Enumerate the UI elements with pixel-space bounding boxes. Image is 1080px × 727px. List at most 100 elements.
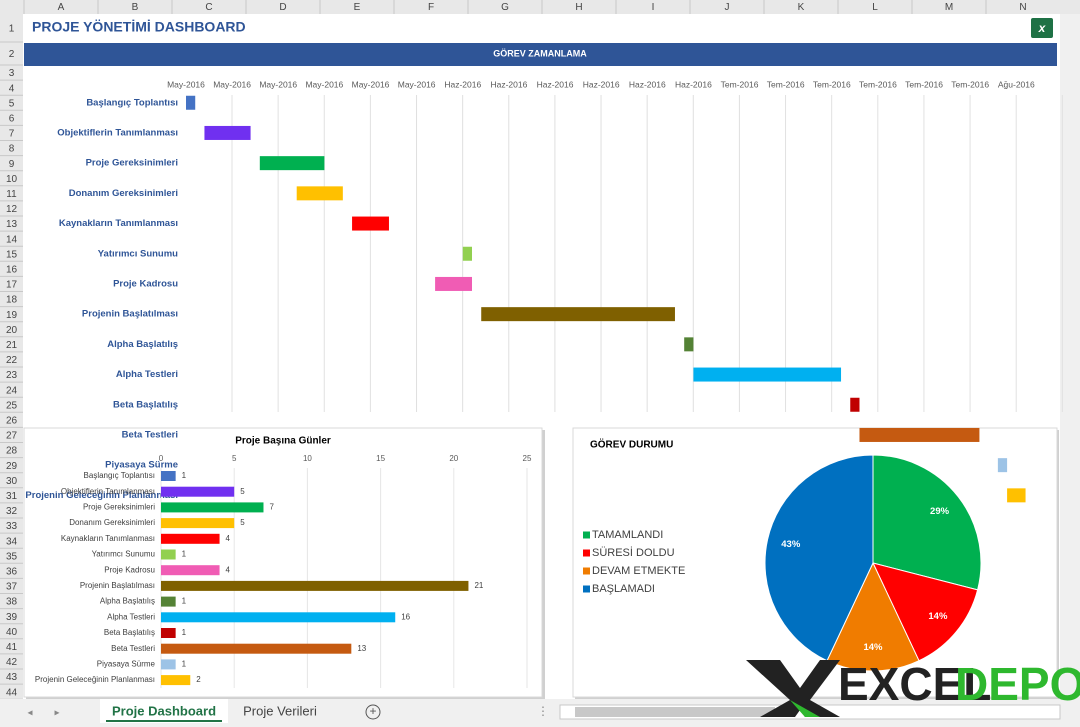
legend-swatch: [583, 567, 590, 575]
row-header[interactable]: 29: [6, 461, 18, 472]
bar: [161, 612, 396, 623]
row-header[interactable]: 10: [6, 174, 18, 185]
row-header[interactable]: 13: [6, 219, 18, 230]
row-header[interactable]: 42: [6, 657, 18, 668]
row-header[interactable]: 41: [6, 642, 18, 653]
row-header[interactable]: 18: [6, 295, 18, 306]
tab-splitter[interactable]: ⋮: [537, 704, 549, 718]
column-header[interactable]: K: [798, 2, 805, 13]
row-header[interactable]: 32: [6, 506, 18, 517]
column-header[interactable]: A: [58, 2, 65, 13]
task-label: Beta Testleri: [122, 429, 178, 440]
bar: [161, 659, 176, 670]
row-header[interactable]: 34: [6, 536, 18, 547]
column-header[interactable]: I: [652, 2, 655, 13]
row-header[interactable]: 20: [6, 325, 18, 336]
row-header[interactable]: 11: [6, 189, 17, 200]
row-header[interactable]: 21: [6, 340, 18, 351]
row-header-bar: [0, 0, 23, 699]
row-header[interactable]: 2: [9, 49, 15, 60]
x-tick-label: Haz-2016: [583, 79, 620, 89]
row-header[interactable]: 35: [6, 551, 18, 562]
value-label: 4: [226, 565, 231, 574]
value-label: 14%: [928, 611, 948, 622]
column-header[interactable]: B: [132, 2, 139, 13]
gantt-bar: [204, 125, 251, 140]
row-header[interactable]: 15: [6, 249, 18, 260]
x-tick-label: May-2016: [167, 79, 205, 89]
column-header[interactable]: C: [205, 2, 212, 13]
row-header[interactable]: 12: [6, 204, 18, 215]
scroll-thumb[interactable]: [575, 707, 775, 717]
chart-title: Proje Başına Günler: [235, 436, 331, 447]
row-header[interactable]: 30: [6, 476, 18, 487]
row-header[interactable]: 8: [9, 144, 15, 155]
row-header[interactable]: 40: [6, 627, 18, 638]
column-header[interactable]: J: [725, 2, 730, 13]
value-label: 16: [401, 612, 410, 621]
y-tick-label: Donanım Gereksinimleri: [69, 518, 155, 527]
tab-label[interactable]: Proje Verileri: [243, 703, 317, 718]
x-tick-label: 15: [376, 454, 385, 463]
bar: [161, 628, 176, 638]
row-header[interactable]: 7: [9, 129, 15, 140]
row-header[interactable]: 28: [6, 446, 18, 457]
row-header[interactable]: 1: [9, 24, 15, 35]
pie-slice: [872, 562, 979, 662]
value-label: 5: [240, 487, 245, 496]
row-header[interactable]: 26: [6, 415, 18, 426]
row-header[interactable]: 22: [6, 355, 18, 366]
row-header[interactable]: 5: [9, 98, 15, 109]
column-header[interactable]: L: [872, 2, 878, 13]
row-header[interactable]: 23: [6, 370, 18, 381]
row-header[interactable]: 14: [6, 234, 18, 245]
gantt-bar: [186, 95, 196, 110]
column-header[interactable]: F: [428, 2, 434, 13]
column-header[interactable]: H: [575, 2, 582, 13]
scroll-left[interactable]: ◂: [27, 708, 32, 719]
y-tick-label: Piyasaya Sürme: [97, 660, 156, 669]
add-sheet-button[interactable]: [365, 704, 381, 720]
row-header[interactable]: 33: [6, 521, 18, 532]
row-header[interactable]: 6: [9, 113, 15, 124]
bar: [161, 643, 352, 654]
row-header[interactable]: 37: [6, 582, 18, 593]
x-tick-label: 25: [523, 454, 532, 463]
bar: [161, 565, 220, 576]
row-header[interactable]: 31: [6, 491, 18, 502]
vertical-scrollbar[interactable]: [1060, 14, 1080, 699]
row-header[interactable]: 3: [9, 68, 15, 79]
active-tab[interactable]: [100, 699, 228, 723]
tab-label[interactable]: Proje Dashboard: [112, 703, 216, 718]
column-header[interactable]: E: [354, 2, 361, 13]
row-header[interactable]: 24: [6, 385, 18, 396]
bar: [161, 675, 191, 686]
y-tick-label: Projenin Geleceğinin Planlanması: [35, 675, 155, 684]
row-header[interactable]: 19: [6, 310, 18, 321]
brand-x: [746, 660, 840, 717]
row-header[interactable]: 39: [6, 612, 18, 623]
bar: [161, 471, 176, 481]
column-header[interactable]: N: [1019, 2, 1026, 13]
column-header[interactable]: M: [945, 2, 953, 13]
x-tick-label: Tem-2016: [905, 79, 943, 89]
x-tick-label: Tem-2016: [767, 79, 805, 89]
row-header[interactable]: 44: [6, 687, 18, 698]
x-tick-label: May-2016: [259, 79, 297, 89]
scroll-right[interactable]: ▸: [54, 708, 59, 719]
row-header[interactable]: 38: [6, 597, 18, 608]
row-header[interactable]: 36: [6, 566, 18, 577]
row-header[interactable]: 43: [6, 672, 18, 683]
row-header[interactable]: 16: [6, 264, 18, 275]
row-header[interactable]: 27: [6, 431, 18, 442]
row-header[interactable]: 9: [9, 159, 15, 170]
row-header[interactable]: 4: [9, 83, 15, 94]
row-header[interactable]: 25: [6, 400, 18, 411]
row-header[interactable]: 17: [6, 280, 18, 291]
column-header[interactable]: D: [279, 2, 286, 13]
x-tick-label: May-2016: [398, 79, 436, 89]
value-label: 1: [182, 550, 187, 559]
x-tick-label: Haz-2016: [537, 79, 574, 89]
column-header[interactable]: G: [501, 2, 509, 13]
